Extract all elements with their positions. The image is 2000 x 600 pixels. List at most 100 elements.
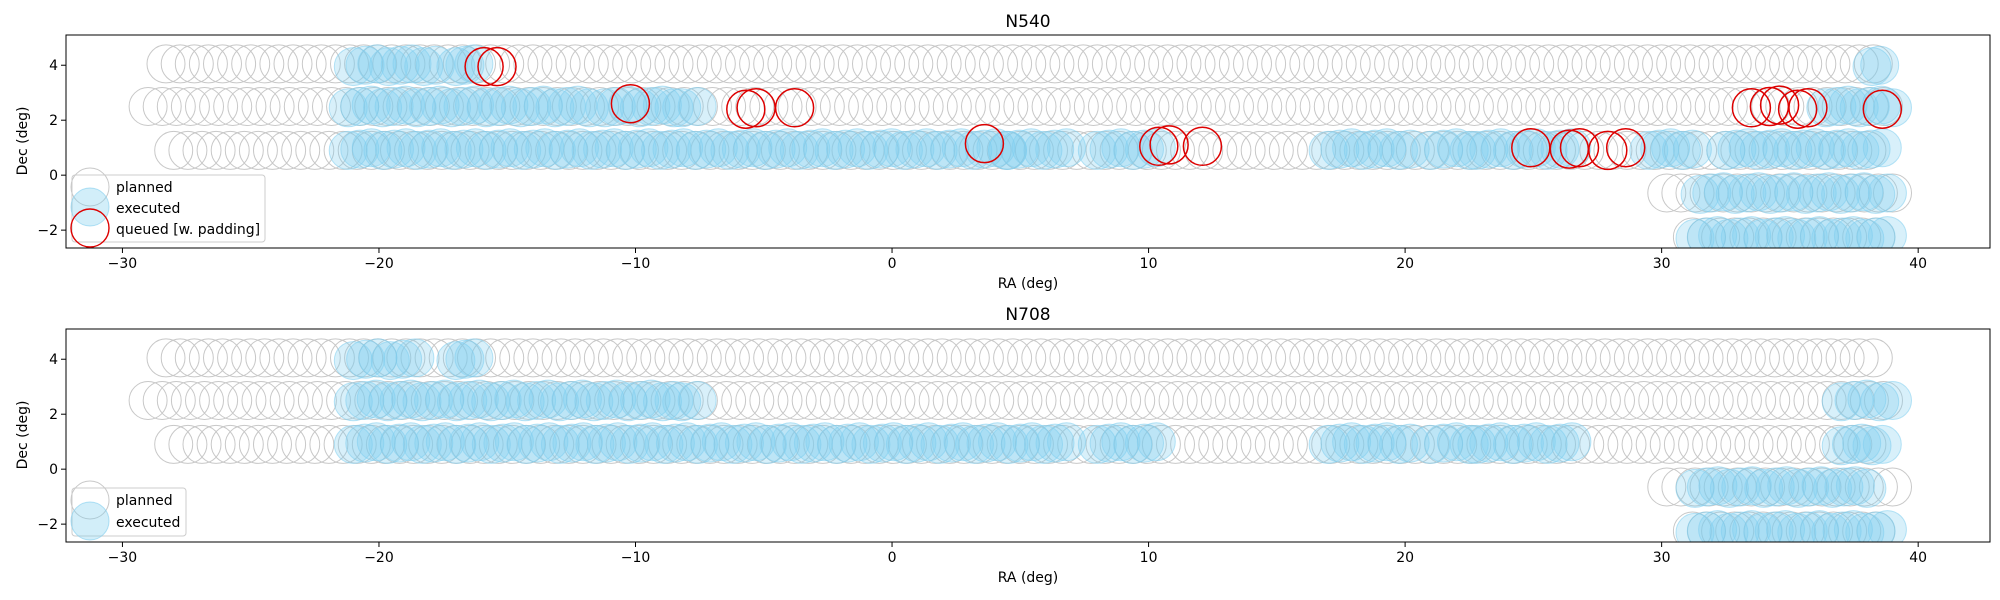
data-point-planned: [400, 338, 440, 378]
data-point-executed: [1773, 130, 1813, 170]
data-point-planned: [188, 44, 228, 84]
data-point-executed: [392, 44, 432, 84]
data-point-planned: [904, 381, 944, 420]
data-point-planned: [1769, 338, 1809, 378]
data-point-planned: [1226, 130, 1266, 170]
data-point-planned: [1218, 338, 1258, 378]
data-point-planned: [1864, 381, 1903, 420]
data-point-executed: [402, 382, 442, 422]
data-point-planned: [323, 130, 363, 170]
data-point-planned: [199, 381, 239, 420]
data-point-executed: [641, 130, 680, 170]
data-point-executed: [1320, 129, 1360, 169]
data-point-planned: [979, 44, 1018, 84]
data-point-executed: [425, 422, 465, 462]
data-point-planned: [1063, 338, 1103, 378]
data-point-planned: [213, 87, 253, 126]
y-tick-label: 4: [49, 352, 58, 368]
data-point-planned: [210, 130, 250, 170]
data-point-planned: [527, 338, 567, 378]
data-point-executed: [1743, 218, 1783, 248]
data-point-planned: [386, 338, 426, 378]
data-point-planned: [160, 338, 200, 378]
data-point-planned: [182, 424, 222, 464]
data-point-executed: [608, 85, 648, 125]
data-point-executed: [1709, 468, 1749, 508]
data-point-planned: [975, 381, 1015, 420]
data-point-planned: [1847, 424, 1887, 464]
x-tick-label: 40: [1909, 550, 1927, 566]
y-tick-label: 0: [49, 462, 58, 478]
data-point-planned: [217, 44, 257, 84]
x-tick-label: −30: [108, 256, 138, 272]
data-point-planned: [1438, 130, 1478, 170]
data-point-planned: [1370, 87, 1410, 126]
data-point-planned: [964, 44, 1004, 84]
data-point-queued: [726, 89, 766, 129]
data-point-planned: [146, 338, 186, 378]
data-point-planned: [961, 381, 1000, 420]
data-point-executed: [1552, 422, 1592, 462]
data-point-planned: [975, 87, 1015, 126]
chart-title: N708: [1005, 305, 1050, 325]
data-point-planned: [1805, 424, 1844, 464]
data-point-executed: [391, 379, 431, 419]
data-point-executed: [540, 424, 580, 464]
data-point-planned: [1184, 424, 1224, 464]
data-point-planned: [725, 338, 764, 378]
data-point-planned: [1144, 87, 1184, 126]
data-point-planned: [1708, 381, 1748, 420]
data-point-planned: [894, 44, 934, 84]
data-point-planned: [1466, 130, 1506, 170]
data-point-planned: [902, 424, 941, 464]
data-point-planned: [852, 44, 891, 84]
data-point-planned: [1825, 44, 1865, 84]
data-point-planned: [1599, 44, 1639, 84]
data-point-planned: [174, 44, 214, 84]
data-point-executed: [386, 85, 426, 125]
data-point-executed: [351, 128, 391, 168]
data-point-planned: [227, 87, 267, 126]
data-point-planned: [1130, 381, 1170, 420]
data-point-planned: [354, 381, 394, 420]
data-point-planned: [721, 381, 761, 420]
data-point-planned: [1303, 44, 1343, 84]
x-tick-label: 10: [1140, 550, 1158, 566]
data-point-planned: [1297, 424, 1337, 464]
data-point-executed: [1001, 423, 1040, 463]
data-point-planned: [1694, 381, 1734, 420]
data-point-executed: [1720, 217, 1760, 248]
data-point-planned: [259, 44, 299, 84]
data-point-planned: [944, 424, 984, 464]
data-point-planned: [1508, 424, 1548, 464]
data-point-planned: [612, 338, 652, 378]
data-point-planned: [267, 424, 307, 464]
data-point-planned: [612, 44, 652, 84]
data-point-planned: [253, 424, 292, 464]
y-axis-label: Dec (deg): [15, 401, 31, 470]
data-point-planned: [989, 381, 1029, 420]
data-point-planned: [1515, 44, 1555, 84]
data-point-executed: [1762, 128, 1802, 168]
data-point-planned: [591, 424, 631, 464]
data-point-executed: [608, 382, 648, 422]
data-point-executed: [1035, 129, 1075, 169]
data-point-queued: [1588, 130, 1628, 171]
data-point-planned: [634, 130, 673, 170]
data-point-executed: [345, 381, 385, 420]
data-point-executed: [502, 130, 542, 170]
data-point-planned: [1313, 381, 1353, 420]
data-point-planned: [1071, 424, 1111, 464]
data-point-planned: [1130, 87, 1170, 126]
data-point-executed: [1012, 422, 1052, 462]
data-point-planned: [1339, 424, 1379, 464]
data-point-planned: [273, 44, 313, 84]
data-point-planned: [1204, 44, 1244, 84]
data-point-executed: [398, 130, 438, 170]
data-point-planned: [400, 44, 440, 84]
data-point-planned: [156, 87, 196, 126]
data-point-executed: [345, 45, 385, 85]
data-point-executed: [1390, 129, 1430, 169]
data-point-planned: [1017, 381, 1057, 420]
